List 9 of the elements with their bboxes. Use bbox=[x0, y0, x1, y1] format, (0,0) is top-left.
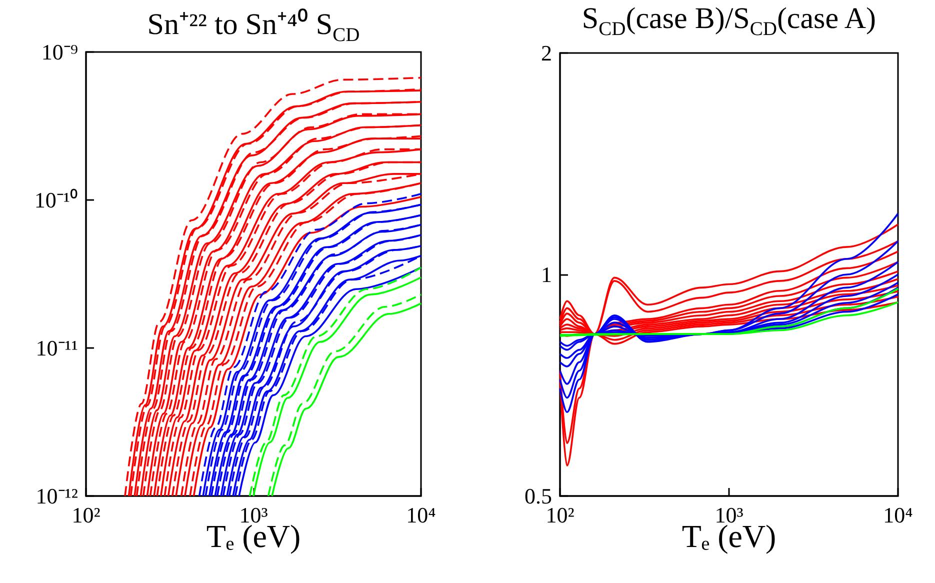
y-tick-label: 10⁻¹¹ bbox=[36, 336, 78, 360]
y-tick-label: 10⁻⁹ bbox=[41, 40, 78, 64]
y-tick-label: 2 bbox=[541, 40, 552, 66]
y-tick-label: 1 bbox=[541, 262, 552, 287]
chart-title: S$_{CD}$(case B)/S$_{CD}$(case A) bbox=[580, 2, 878, 41]
y-tick-label: 10⁻¹⁰ bbox=[34, 188, 78, 212]
x-tick-label: 10⁴ bbox=[406, 502, 436, 528]
x-tick-label: 10⁴ bbox=[883, 502, 914, 528]
chart-title: Sn⁺²² to Sn⁺⁴⁰ S$_{CD}$ bbox=[147, 8, 360, 46]
